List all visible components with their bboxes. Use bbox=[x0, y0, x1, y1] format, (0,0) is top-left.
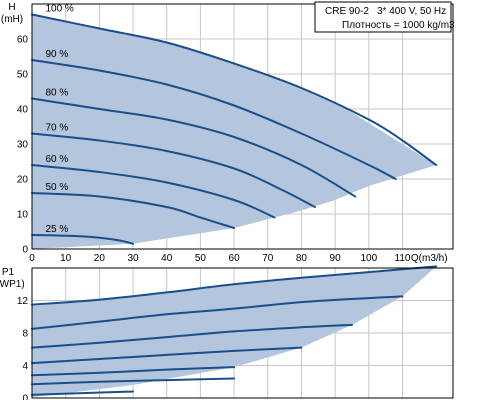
info-box-frame bbox=[314, 1, 452, 33]
curve-80-pct bbox=[31, 323, 353, 349]
curve-100-pct bbox=[31, 13, 438, 166]
y-tick-label: 60 bbox=[17, 35, 29, 46]
curve-label: 90 % bbox=[45, 49, 68, 60]
plot-frame bbox=[31, 267, 454, 399]
x-tick-label: 30 bbox=[127, 253, 139, 264]
y-tick-label: 50 bbox=[17, 70, 29, 81]
curve-100-pct bbox=[31, 265, 438, 306]
y-tick-label: 20 bbox=[17, 175, 29, 186]
x-axis-label: Q(m3/h) bbox=[411, 253, 448, 264]
y-tick-label: 8 bbox=[22, 329, 28, 340]
curve-80-pct bbox=[31, 97, 357, 198]
curve-90-pct bbox=[31, 59, 397, 180]
info-density: Плотность = 1000 kg/m3 bbox=[342, 20, 455, 31]
y-tick-label: 0 bbox=[22, 394, 28, 400]
y-tick-label: 0 bbox=[22, 245, 28, 256]
curve-25-pct bbox=[31, 390, 134, 396]
x-tick-label: 90 bbox=[330, 253, 342, 264]
head-chart: 0 10 20 30 40 50 60 0 10 20 30 40 50 60 70 80 90 100 110 Q(… bbox=[1, 2, 454, 264]
curve-70-pct bbox=[31, 132, 316, 208]
y-tick-label: 12 bbox=[17, 296, 29, 307]
curve-label: 50 % bbox=[45, 182, 68, 193]
curve-25-pct bbox=[31, 234, 134, 245]
curve-label: 25 % bbox=[45, 224, 68, 235]
x-tick-label: 40 bbox=[161, 253, 173, 264]
info-supply: 3* 400 V, 50 Hz bbox=[377, 6, 446, 17]
y-axis-label: H bbox=[8, 2, 15, 13]
curve-90-pct bbox=[31, 295, 404, 330]
x-tick-label: 100 bbox=[360, 253, 377, 264]
y-axis-label: (kWP1) bbox=[0, 279, 25, 290]
y-tick-label: 30 bbox=[17, 140, 29, 151]
x-tick-label: 70 bbox=[262, 253, 274, 264]
curve-50-pct bbox=[31, 192, 236, 229]
curve-50-pct bbox=[31, 377, 236, 386]
curve-label: 80 % bbox=[45, 88, 68, 99]
curve-label: 60 % bbox=[45, 154, 68, 165]
info-model: CRE 90-2 bbox=[325, 6, 369, 17]
x-tick-label: 20 bbox=[94, 253, 106, 264]
y-tick-label: 10 bbox=[17, 210, 29, 221]
curve-70-pct bbox=[31, 346, 303, 365]
y-axis-label: P1 bbox=[2, 267, 15, 278]
operating-area bbox=[32, 14, 437, 249]
curve-60-pct bbox=[31, 164, 276, 219]
x-tick-label: 60 bbox=[229, 253, 241, 264]
curve-60-pct bbox=[31, 366, 236, 377]
y-axis-label: (mН) bbox=[1, 14, 23, 25]
x-tick-label: 10 bbox=[60, 253, 72, 264]
x-tick-label: 80 bbox=[296, 253, 308, 264]
power-chart: 0 4 8 12 P1(kWP1) bbox=[0, 265, 454, 400]
x-tick-label: 0 bbox=[29, 253, 35, 264]
curve-label: 100 % bbox=[45, 4, 73, 15]
plot-frame bbox=[31, 3, 454, 250]
y-tick-label: 40 bbox=[17, 105, 29, 116]
curve-label: 70 % bbox=[45, 123, 68, 134]
info-box: CRE 90-2 3* 400 V, 50 Hz Плотность = 100… bbox=[314, 1, 455, 33]
x-tick-label: 110 bbox=[395, 253, 411, 264]
y-tick-label: 4 bbox=[22, 361, 28, 372]
x-tick-label: 50 bbox=[195, 253, 207, 264]
